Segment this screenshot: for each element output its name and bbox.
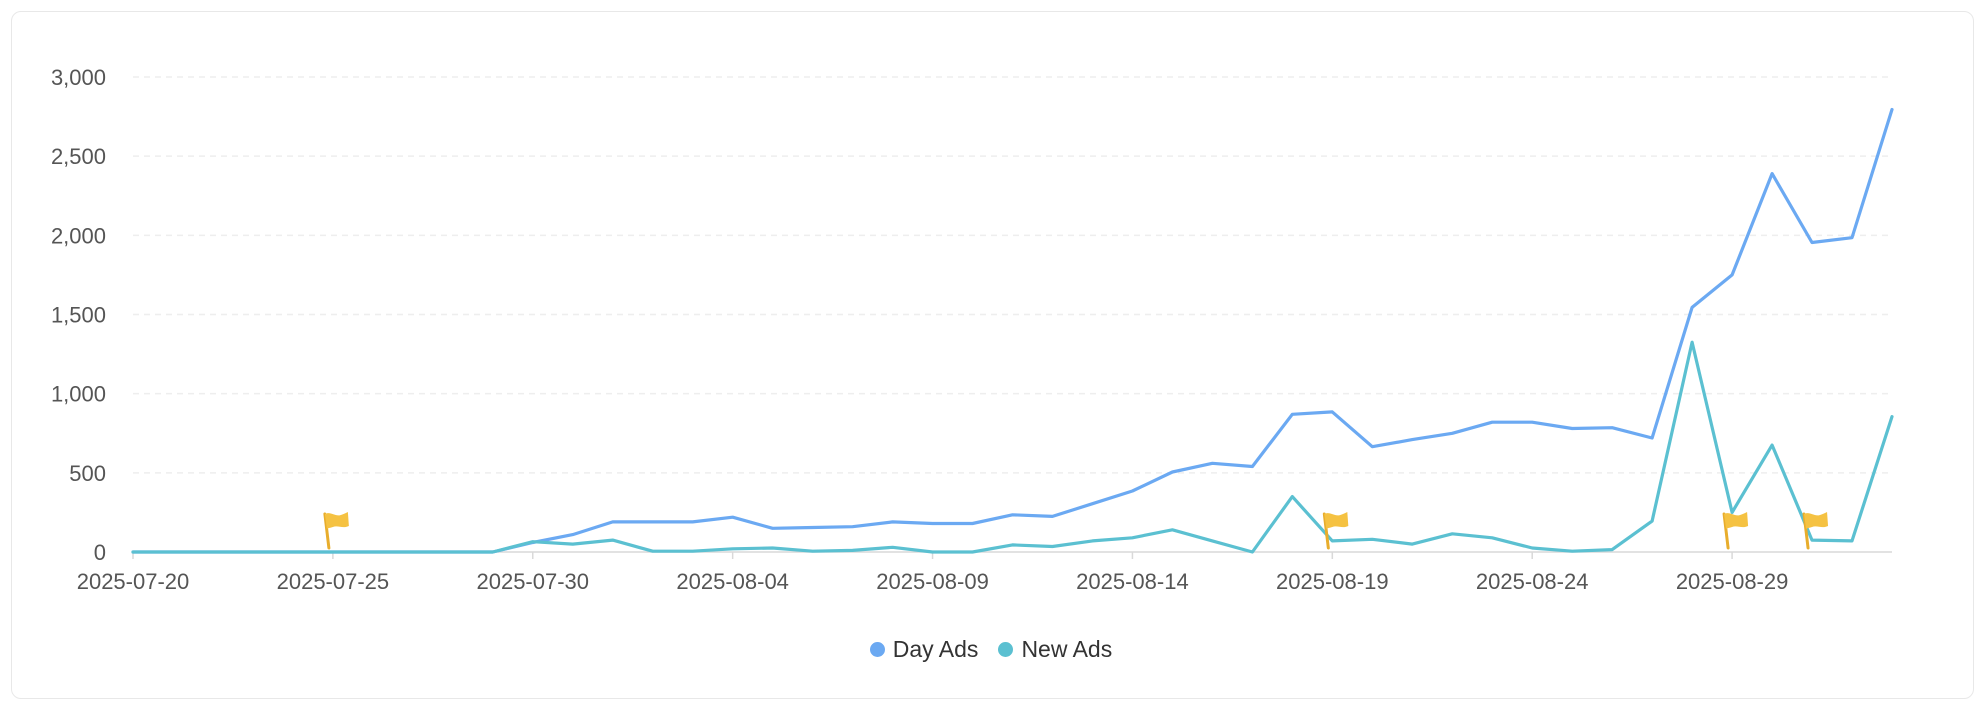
y-tick-label: 2,000 [51,223,106,248]
series-line-new-ads[interactable] [131,340,1894,554]
series-line-day-ads[interactable] [131,107,1894,554]
series-lines [131,107,1894,554]
x-tick-label: 2025-08-29 [1676,569,1789,594]
flag-icon[interactable] [1802,512,1829,550]
legend-label-day-ads: Day Ads [892,636,979,662]
legend-item-day-ads[interactable]: Day Ads [869,636,979,663]
legend-label-new-ads: New Ads [1021,636,1113,662]
x-tick-label: 2025-08-24 [1476,569,1589,594]
x-tick-label: 2025-08-09 [876,569,989,594]
y-tick-label: 3,000 [51,65,106,90]
y-axis-ticks: 3,000 2,500 2,000 1,500 1,000 500 0 [51,65,106,565]
y-tick-label: 1,500 [51,303,106,328]
y-tick-label: 500 [69,461,106,486]
chart-card [11,11,1974,699]
legend: Day Ads New Ads [0,636,1982,663]
x-tick-label: 2025-07-30 [476,569,589,594]
x-tick-label: 2025-08-04 [676,569,789,594]
legend-item-new-ads[interactable]: New Ads [998,636,1112,663]
grid-lines [133,76,1892,474]
y-tick-label: 1,000 [51,382,106,407]
y-tick-label: 0 [94,540,106,565]
flag-icon[interactable] [323,512,349,550]
legend-dot-new-ads [998,642,1014,657]
flag-icon[interactable] [1322,512,1349,550]
x-tick-label: 2025-07-20 [77,569,190,594]
x-tick-label: 2025-08-14 [1076,569,1189,594]
flag-annotations [323,512,1829,550]
legend-dot-day-ads [869,642,885,657]
flag-icon[interactable] [1722,512,1749,550]
x-axis: 2025-07-20 2025-07-25 2025-07-30 2025-08-04… [77,551,1892,594]
x-tick-label: 2025-07-25 [277,569,390,594]
x-tick-label: 2025-08-19 [1276,569,1389,594]
y-tick-label: 2,500 [51,144,106,169]
